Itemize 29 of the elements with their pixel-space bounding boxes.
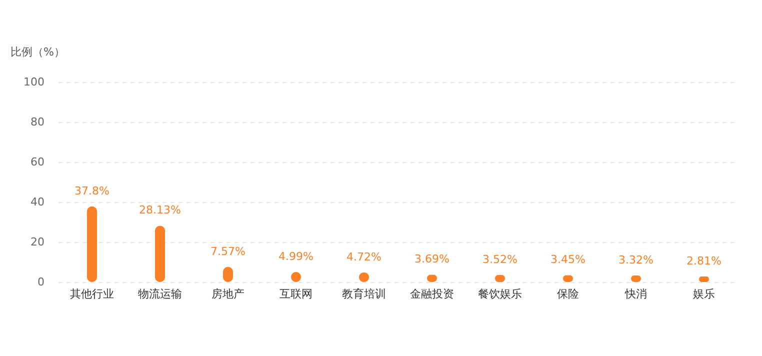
data-label: 2.81% xyxy=(686,254,722,268)
x-tick-label: 教育培训 xyxy=(342,288,386,300)
bar xyxy=(87,206,97,282)
data-label: 28.13% xyxy=(139,204,181,217)
x-tick-label: 娱乐 xyxy=(693,288,715,300)
y-tick-label: 100 xyxy=(24,76,44,88)
data-label: 4.99% xyxy=(278,250,314,264)
y-tick-label: 80 xyxy=(30,116,44,128)
x-tick-label: 物流运输 xyxy=(138,288,182,300)
x-tick-label: 快消 xyxy=(624,288,647,300)
data-label: 4.72% xyxy=(346,250,382,264)
x-tick-label: 保险 xyxy=(557,288,579,300)
x-tick-label: 其他行业 xyxy=(70,288,114,300)
data-label: 7.57% xyxy=(210,244,246,258)
data-label: 3.52% xyxy=(482,252,518,266)
y-axis-title: 比例（%） xyxy=(10,46,65,58)
y-tick-label: 20 xyxy=(30,236,44,248)
x-tick-label: 金融投资 xyxy=(410,288,454,300)
x-tick-label: 互联网 xyxy=(280,288,312,300)
bar xyxy=(155,226,165,282)
y-tick-label: 60 xyxy=(30,156,44,168)
data-label: 3.69% xyxy=(414,252,450,266)
data-label: 3.32% xyxy=(618,253,654,266)
data-label: 37.8% xyxy=(74,184,110,198)
y-tick-label: 40 xyxy=(30,196,44,208)
x-tick-label: 房地产 xyxy=(212,288,244,300)
y-tick-label: 0 xyxy=(38,276,44,288)
data-label: 3.45% xyxy=(550,253,586,266)
x-tick-label: 餐饮娱乐 xyxy=(478,288,522,300)
